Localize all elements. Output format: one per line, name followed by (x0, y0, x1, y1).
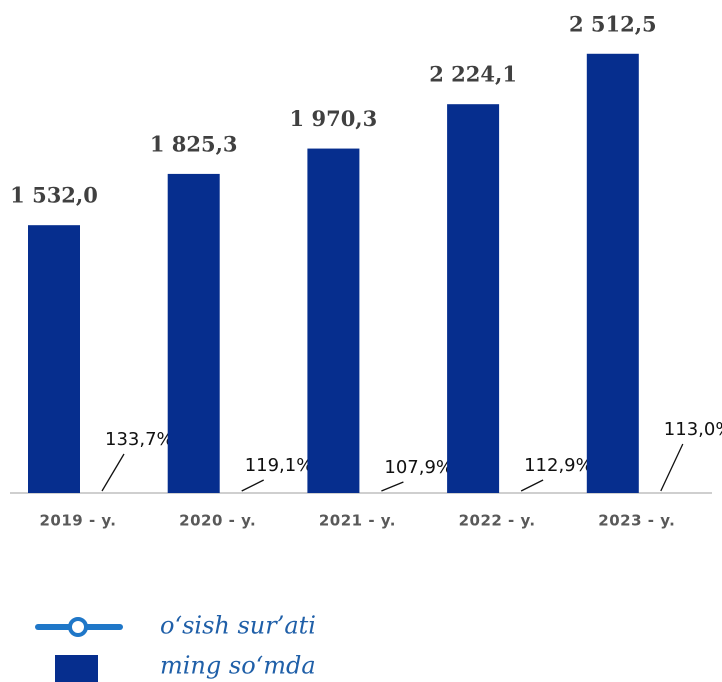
legend-bar-icon (55, 655, 98, 682)
data-label: 2 224,1 (429, 62, 517, 87)
leader-line (660, 443, 684, 492)
rate-label: 107,9% (384, 457, 453, 478)
legend-label: ming so‘mda (160, 652, 316, 680)
data-label: 1 825,3 (150, 131, 238, 156)
leader-line (241, 479, 264, 492)
data-label: 1 970,3 (290, 106, 378, 131)
x-tick-label: 2019 - y. (39, 512, 116, 530)
rate-label: 112,9% (524, 455, 593, 476)
rate-label: 113,0% (664, 419, 722, 440)
legend-marker-icon (68, 617, 88, 637)
x-tick-label: 2023 - y. (598, 512, 675, 530)
x-tick-label: 2022 - y. (459, 512, 536, 530)
data-label: 2 512,5 (569, 11, 657, 36)
legend-label: o‘sish sur’ati (160, 612, 316, 640)
bar (586, 53, 639, 494)
rate-label: 119,1% (245, 455, 314, 476)
leader-line (520, 479, 544, 492)
leader-line (101, 453, 125, 492)
rate-label: 133,7% (105, 429, 174, 450)
bar (167, 173, 220, 493)
data-label: 1 532,0 (10, 183, 98, 208)
x-tick-label: 2020 - y. (179, 512, 256, 530)
bar (307, 148, 360, 493)
bar (28, 225, 80, 493)
bar (447, 104, 500, 494)
leader-line (381, 481, 404, 492)
x-tick-label: 2021 - y. (319, 512, 396, 530)
